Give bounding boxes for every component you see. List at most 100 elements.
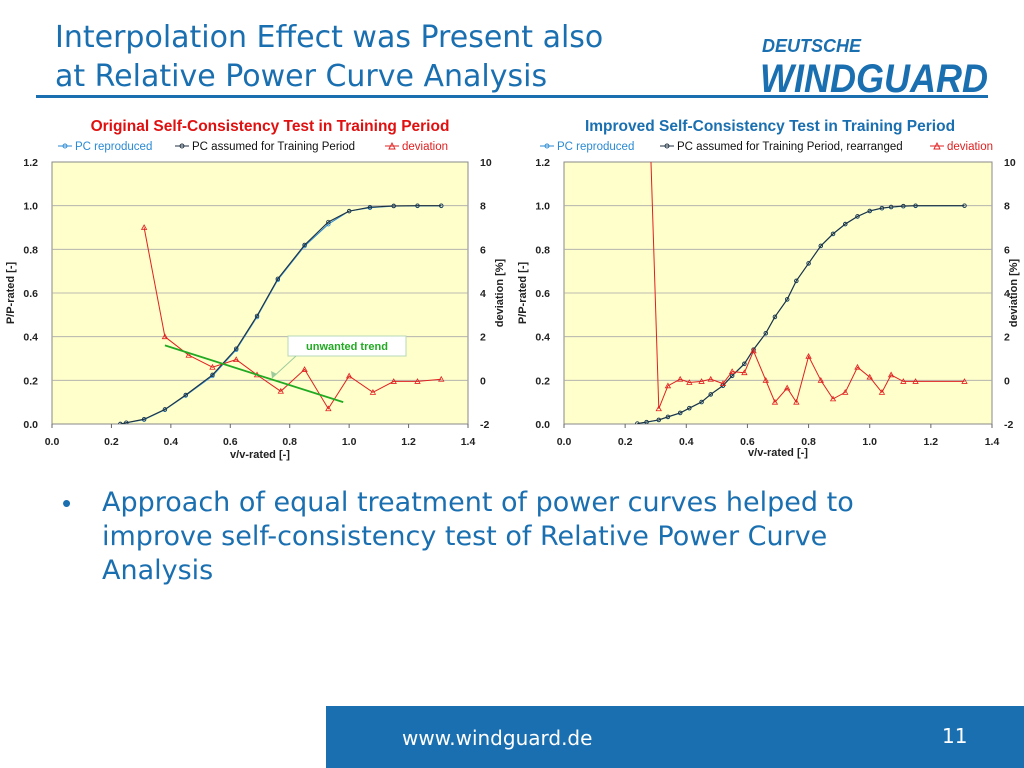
legend-marker <box>664 143 670 149</box>
x-tick-label: 0.6 <box>740 436 755 448</box>
x-tick-label: 1.2 <box>924 436 939 448</box>
page-number: 11 <box>942 724 968 748</box>
legend-marker <box>933 141 941 150</box>
assumed-point <box>843 221 848 227</box>
series-group <box>118 203 445 424</box>
assumed-point <box>879 205 885 211</box>
bullet-text: Approach of equal treatment of power cur… <box>102 487 854 586</box>
bullet-dot-icon: • <box>62 488 72 518</box>
series-line-1 <box>120 205 442 424</box>
legend-label: PC assumed for Training Period <box>192 141 355 153</box>
deviation-point <box>209 363 216 370</box>
y-tick-label: 0.6 <box>23 288 38 300</box>
assumed-point <box>794 278 799 283</box>
deviation-point <box>233 356 240 362</box>
assumed-point <box>275 276 281 282</box>
legend-label: PC assumed for Training Period, rearrang… <box>677 141 903 153</box>
deviation-point <box>438 375 445 382</box>
deviation-point <box>829 395 837 402</box>
assumed-point <box>162 407 168 412</box>
deviation-point <box>805 352 812 359</box>
x-tick-label: 1.4 <box>461 436 476 448</box>
assumed-point <box>346 208 352 214</box>
logo-line2: WINDGUARD <box>760 57 988 100</box>
x-tick-label: 0.8 <box>282 436 297 448</box>
assumed-point <box>913 203 918 208</box>
series-group <box>635 162 968 424</box>
deviation-point <box>762 377 769 383</box>
deviation-point <box>301 366 308 372</box>
deviation-point <box>414 378 421 384</box>
y-tick-label: 0.4 <box>23 332 38 344</box>
assumed-point <box>806 261 811 266</box>
assumed-point <box>901 203 906 209</box>
y2-tick-label: 8 <box>1004 201 1010 213</box>
y-tick-label: 0.0 <box>535 419 550 431</box>
deviation-point <box>325 405 332 412</box>
assumed-point <box>183 392 188 398</box>
x-tick-label: 0.2 <box>104 436 119 448</box>
deviation-point <box>161 333 169 340</box>
deviation-point <box>676 375 684 382</box>
footer-bar: www.windguard.de 11 <box>326 706 1024 768</box>
deviation-point <box>783 384 791 391</box>
assumed-point <box>415 203 420 208</box>
deviation-point <box>719 380 727 387</box>
series-line-1 <box>637 205 965 424</box>
assumed-point <box>784 297 790 302</box>
assumed-point <box>830 231 836 237</box>
x-tick-label: 1.0 <box>342 436 357 448</box>
y-tick-label: 0.4 <box>535 332 550 344</box>
assumed-point <box>439 203 444 208</box>
y-tick-label: 0.8 <box>535 244 550 256</box>
chart-title: Original Self-Consistency Test in Traini… <box>91 118 450 135</box>
assumed-point <box>772 314 778 319</box>
x-tick-label: 0.8 <box>801 436 816 448</box>
y2-tick-label: 6 <box>1004 244 1010 256</box>
legend-marker <box>388 141 396 150</box>
deviation-point <box>842 389 849 395</box>
trend-line <box>164 344 344 404</box>
slide-title-line1: Interpolation Effect was Present also <box>55 20 604 55</box>
x-tick-label: 1.4 <box>985 436 1000 448</box>
deviation-point <box>771 398 779 405</box>
deviation-point <box>664 382 672 389</box>
legend-marker <box>544 143 550 149</box>
deviation-point <box>878 389 886 395</box>
assumed-point <box>118 421 123 424</box>
assumed-point <box>708 392 713 397</box>
x-axis-label: v/v-rated [-] <box>748 447 808 459</box>
deviation-point <box>817 377 824 383</box>
legend-label: PC reproduced <box>557 141 634 153</box>
series-line-2 <box>143 227 442 410</box>
assumed-point <box>742 361 747 366</box>
legend-marker <box>62 143 68 149</box>
x-tick-label: 1.0 <box>862 436 877 448</box>
deviation-point <box>698 378 705 384</box>
y-tick-label: 0.6 <box>535 288 550 300</box>
y-axis-label: P/P-rated [-] <box>5 261 17 324</box>
y2-tick-label: 0 <box>1004 375 1010 387</box>
y-tick-label: 0.2 <box>535 375 550 387</box>
annotation-text: unwanted trend <box>306 341 388 353</box>
assumed-point <box>763 330 768 336</box>
y-tick-label: 1.0 <box>535 201 550 213</box>
assumed-point <box>677 410 683 416</box>
y2-tick-label: 10 <box>1004 157 1016 169</box>
y-tick-label: 0.0 <box>23 419 38 431</box>
y-tick-label: 0.8 <box>23 244 38 256</box>
deviation-point <box>277 387 284 394</box>
y2-tick-label: 10 <box>480 157 492 169</box>
x-tick-label: 0.0 <box>45 436 60 448</box>
deviation-point <box>793 398 800 405</box>
deviation-point <box>741 369 748 376</box>
slide-title: Interpolation Effect was Present also at… <box>55 18 735 96</box>
y-tick-label: 1.2 <box>535 157 550 169</box>
x-tick-label: 0.6 <box>223 436 238 448</box>
annotation-box <box>287 335 407 357</box>
deviation-point <box>728 368 736 374</box>
deviation-point <box>961 378 968 384</box>
legend-marker <box>179 143 185 149</box>
assumed-point <box>867 208 872 214</box>
footer-url[interactable]: www.windguard.de <box>402 726 593 750</box>
